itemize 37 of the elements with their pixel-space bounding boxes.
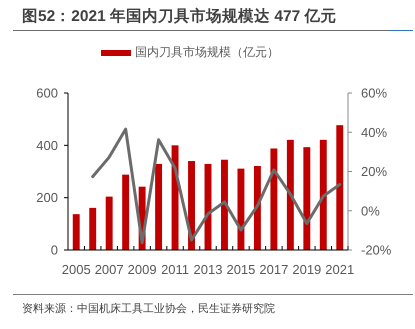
x-tick-label: 2021 <box>325 262 354 277</box>
x-tick-label: 2009 <box>128 262 157 277</box>
line-series <box>91 128 342 244</box>
y-tick-label: 200 <box>36 190 58 206</box>
bar <box>204 164 212 250</box>
bar <box>89 208 96 250</box>
y-tick-label: 600 <box>36 86 58 100</box>
bar <box>320 140 327 250</box>
legend-label: 国内刀具市场规模（亿元） <box>135 45 279 59</box>
x-tick-label: 2007 <box>94 262 124 277</box>
x-tick-label: 2013 <box>194 262 222 277</box>
y2-tick-label: 60% <box>361 86 388 100</box>
y2-tick-label: 20% <box>361 164 388 179</box>
bar <box>303 147 310 250</box>
bar <box>286 140 294 250</box>
chart-title: 图52：2021 年国内刀具市场规模达 477 亿元 <box>22 7 337 25</box>
y2-tick-label: 40% <box>361 124 388 140</box>
x-tick-label: 2017 <box>259 262 288 277</box>
bar <box>72 214 80 250</box>
x-tick-label: 2015 <box>226 262 256 277</box>
x-tick-label: 2019 <box>292 262 322 277</box>
bar <box>106 196 113 250</box>
y-tick-label: 400 <box>36 138 58 153</box>
text: 资料来源：中国机床工具工业协会，民生证券研究院 <box>22 302 275 315</box>
bar <box>172 145 179 250</box>
y2-tick-label: -20% <box>361 242 392 258</box>
x-tick-label: 2011 <box>161 262 190 277</box>
x-tick-label: 2005 <box>62 262 91 277</box>
y-tick-label: 0 <box>50 242 58 258</box>
bar <box>336 125 344 250</box>
bar <box>254 166 261 250</box>
bar <box>237 168 244 250</box>
bar <box>122 174 130 250</box>
bar <box>221 160 228 250</box>
bar <box>270 148 278 250</box>
y2-tick-label: 0% <box>361 203 380 218</box>
bar <box>155 164 162 250</box>
